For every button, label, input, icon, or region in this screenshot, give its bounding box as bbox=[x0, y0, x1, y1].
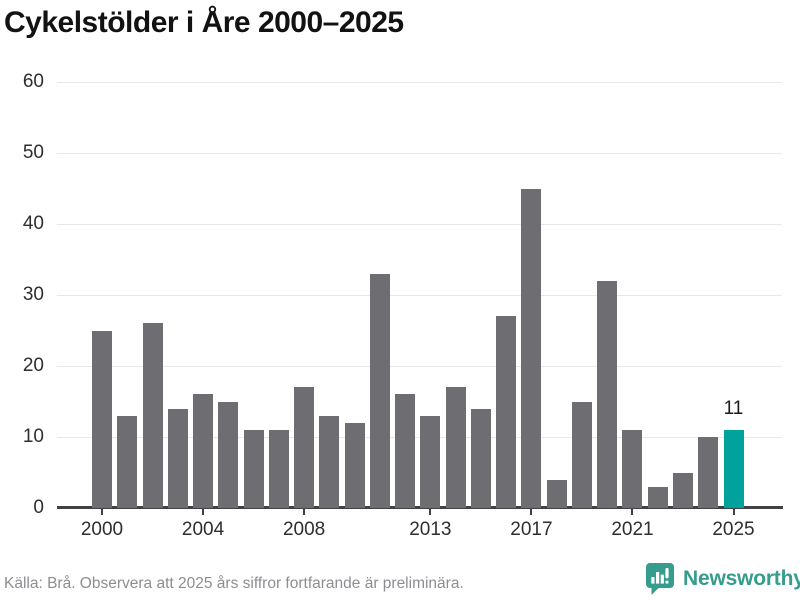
bar-2003 bbox=[167, 408, 188, 508]
gridline bbox=[57, 365, 782, 367]
x-axis-tick bbox=[631, 509, 634, 515]
x-axis-tick-label: 2004 bbox=[181, 519, 225, 540]
x-axis-tick bbox=[303, 509, 306, 515]
x-axis-tick-label: 2008 bbox=[282, 519, 326, 540]
bar-2014 bbox=[445, 387, 466, 508]
x-axis-tick bbox=[202, 509, 205, 515]
bar-2008 bbox=[294, 387, 315, 508]
x-axis-tick-label: 2000 bbox=[80, 519, 124, 540]
x-axis-tick bbox=[530, 509, 533, 515]
x-axis-tick-label: 2017 bbox=[510, 519, 553, 540]
bar-2021 bbox=[622, 429, 643, 508]
bar-2019 bbox=[571, 401, 592, 508]
bar-2016 bbox=[496, 316, 517, 508]
bar-2020 bbox=[597, 280, 618, 508]
source-note: Källa: Brå. Observera att 2025 års siffr… bbox=[4, 575, 464, 592]
bar-2011 bbox=[369, 273, 390, 508]
gridline bbox=[57, 436, 782, 438]
gridline bbox=[57, 294, 782, 296]
bar-2010 bbox=[344, 422, 365, 508]
bar-2005 bbox=[218, 401, 239, 508]
bar-2022 bbox=[647, 486, 668, 508]
bar-2017 bbox=[521, 188, 542, 508]
gridline bbox=[57, 152, 782, 154]
bar-2024 bbox=[698, 437, 719, 508]
x-axis-tick bbox=[101, 509, 103, 515]
y-axis-tick-label: 20 bbox=[22, 355, 44, 376]
y-axis-tick-label: 10 bbox=[22, 426, 44, 447]
bar-2001 bbox=[117, 415, 138, 508]
bar-2023 bbox=[672, 472, 693, 508]
bar-2004 bbox=[193, 394, 214, 508]
newsworthy-logo[interactable]: Newsworthy bbox=[645, 562, 800, 596]
bar-2018 bbox=[546, 479, 567, 508]
y-axis-tick-label: 0 bbox=[33, 497, 44, 518]
gridline bbox=[57, 81, 782, 83]
x-axis-tick bbox=[732, 509, 735, 515]
bar-2025 bbox=[723, 429, 744, 508]
x-axis-tick-label: 2021 bbox=[611, 519, 654, 540]
newsworthy-logo-icon bbox=[646, 563, 674, 595]
gridline bbox=[57, 223, 782, 225]
bar-2000 bbox=[92, 330, 112, 508]
chart-title: Cykelstölder i Åre 2000–2025 bbox=[4, 6, 404, 39]
bar-2015 bbox=[470, 408, 491, 508]
bar-2012 bbox=[395, 394, 416, 508]
y-axis-tick-label: 40 bbox=[22, 213, 44, 234]
bar-2009 bbox=[319, 415, 340, 508]
bar-value-label: 11 bbox=[723, 397, 744, 419]
x-axis-tick bbox=[429, 509, 432, 515]
newsworthy-logo-text: Newsworthy bbox=[683, 567, 800, 590]
y-axis-tick-label: 50 bbox=[22, 142, 44, 163]
y-axis-tick-label: 60 bbox=[22, 71, 44, 92]
x-axis-line bbox=[57, 506, 783, 509]
x-axis-tick-label: 2013 bbox=[409, 519, 452, 540]
bar-2006 bbox=[243, 429, 264, 508]
bar-2013 bbox=[420, 415, 441, 508]
y-axis-tick-label: 30 bbox=[22, 284, 44, 305]
bar-2007 bbox=[268, 429, 289, 508]
x-axis-tick-label: 2025 bbox=[712, 519, 755, 540]
bar-2002 bbox=[142, 323, 163, 508]
